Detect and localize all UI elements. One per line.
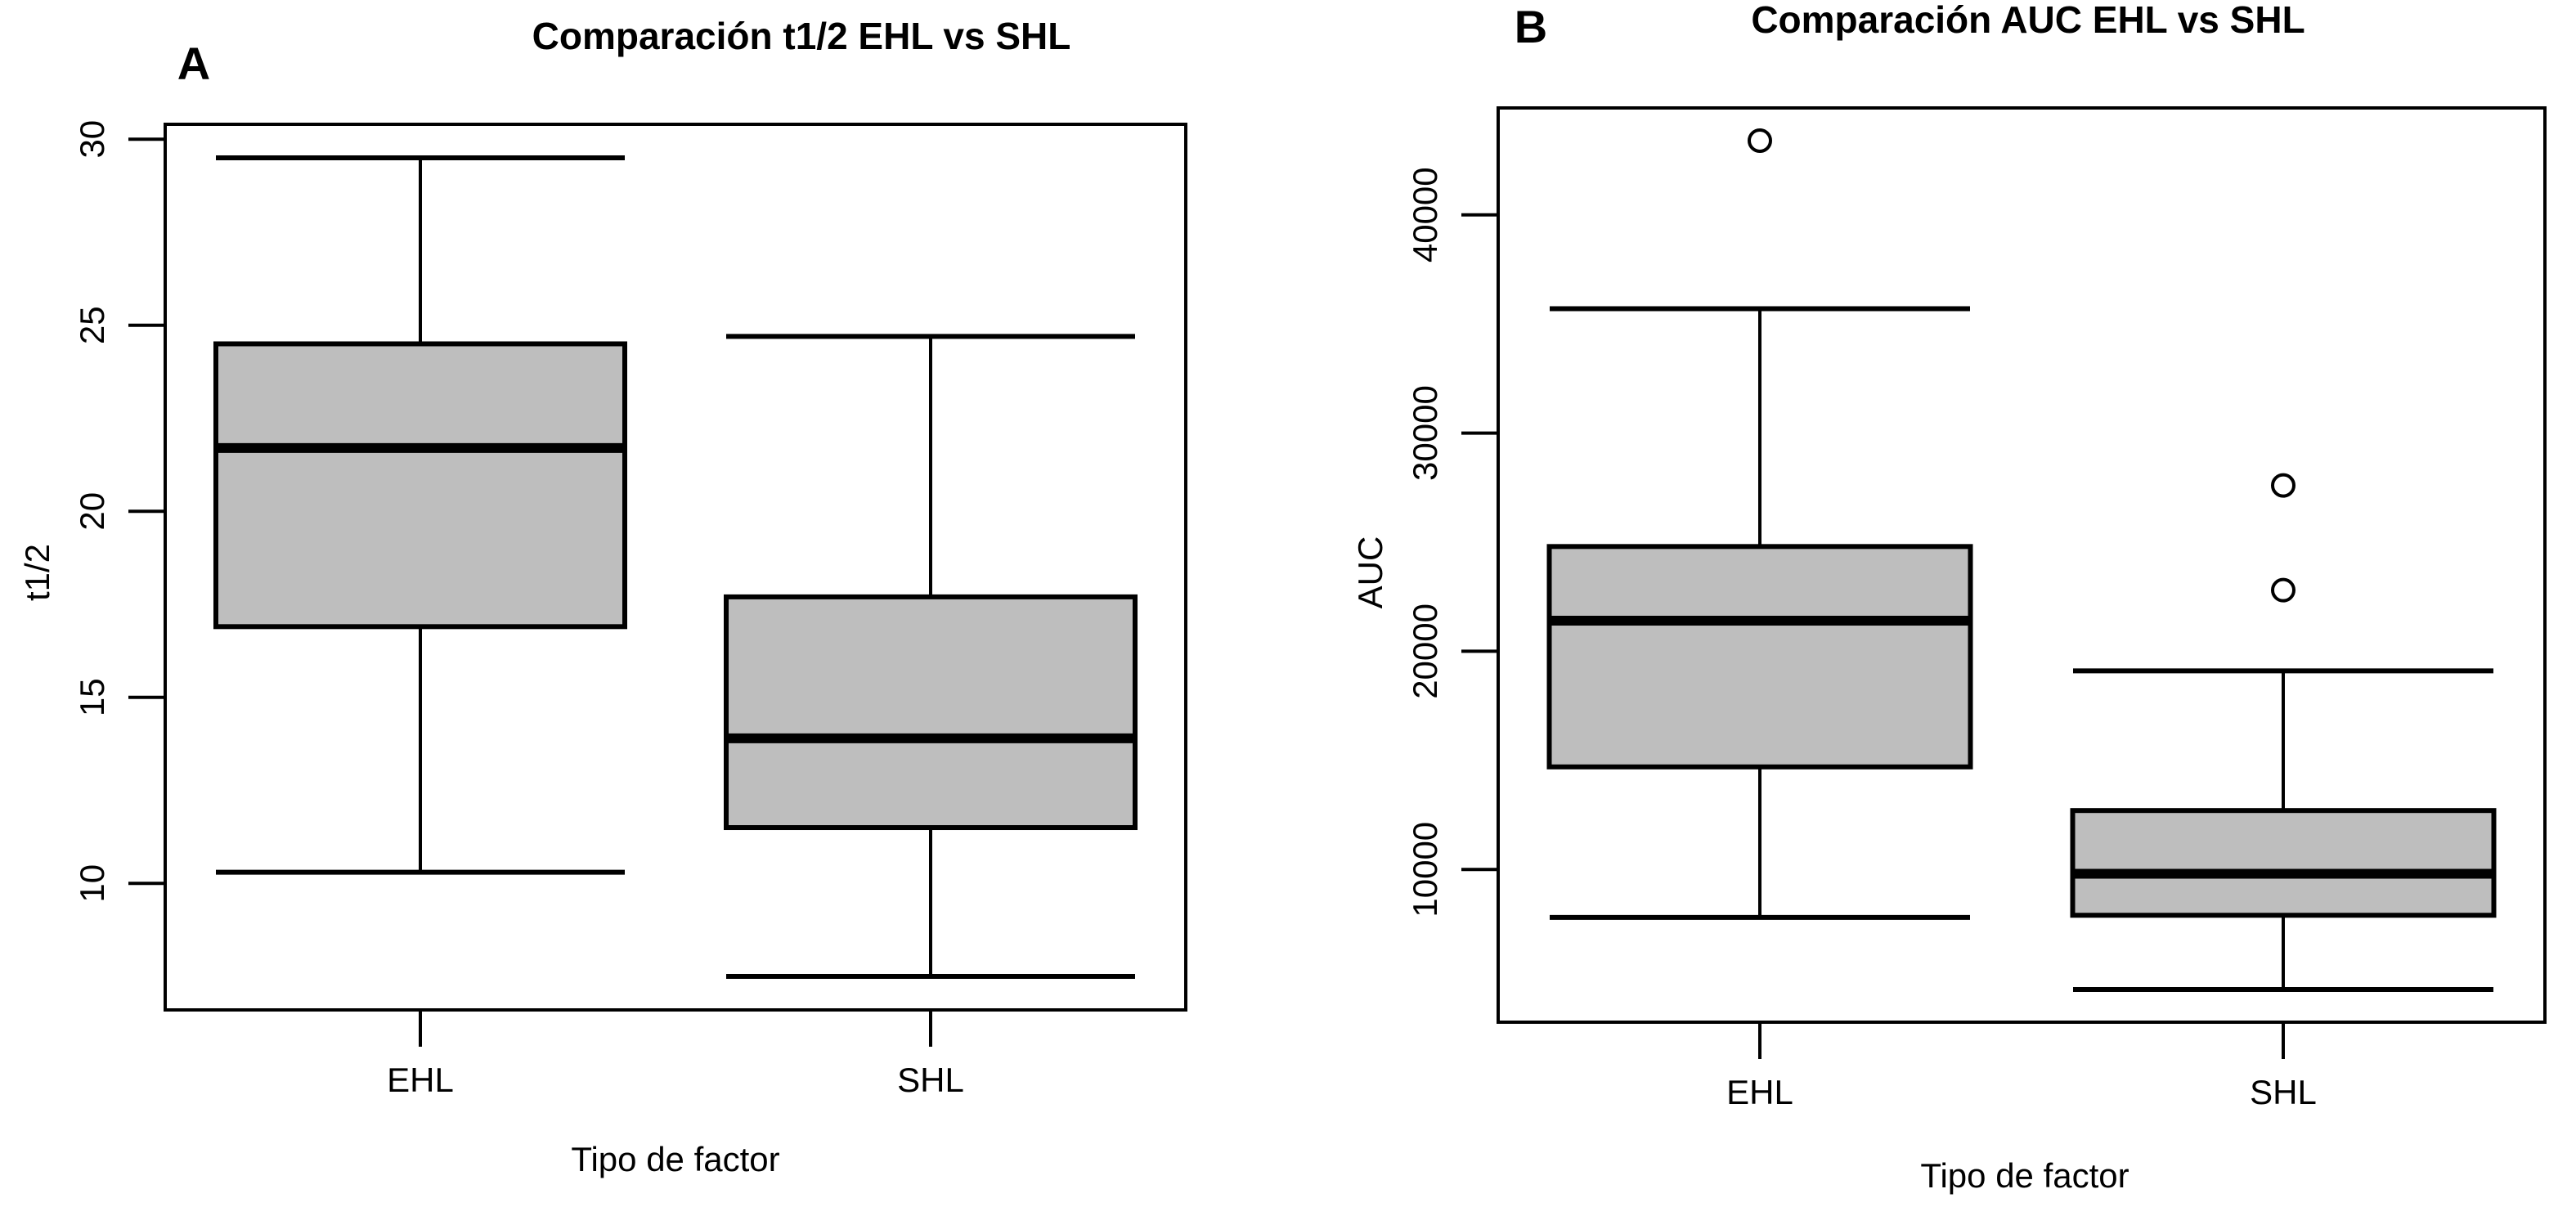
y-tick-label: 20000 xyxy=(1406,604,1444,699)
y-tick-label: 15 xyxy=(73,678,111,716)
panel-a: A Comparación t1/2 EHL vs SHL t1/2 Tipo … xyxy=(18,15,1187,1178)
panel-b: B Comparación AUC EHL vs SHL AUC Tipo de… xyxy=(1351,0,2547,1195)
category-label: SHL xyxy=(2250,1073,2317,1111)
y-tick-label: 20 xyxy=(73,492,111,531)
panel-b-plot: 10000 20000 30000 40000 EHL SHL xyxy=(1406,106,2547,1111)
panel-b-letter: B xyxy=(1515,1,1547,52)
y-tick-label: 10 xyxy=(73,864,111,903)
outlier-point xyxy=(1748,128,1772,154)
outlier-point xyxy=(2271,473,2296,498)
panel-a-plot: 10 15 20 25 30 EHL SHL xyxy=(73,120,1187,1099)
plot-border xyxy=(164,123,1187,1012)
panel-b-title: Comparación AUC EHL vs SHL xyxy=(1751,0,2304,41)
category-label: EHL xyxy=(387,1061,454,1099)
category-label: SHL xyxy=(897,1061,964,1099)
y-tick-label: 10000 xyxy=(1406,822,1444,918)
panel-a-letter: A xyxy=(177,38,210,89)
panel-b-xlabel: Tipo de factor xyxy=(1920,1156,2129,1195)
panel-b-ylabel: AUC xyxy=(1351,536,1389,609)
iqr-box xyxy=(213,341,627,630)
outlier-point xyxy=(2271,577,2296,603)
panel-a-ylabel: t1/2 xyxy=(18,544,56,601)
panel-a-title: Comparación t1/2 EHL vs SHL xyxy=(532,15,1071,57)
y-tick-label: 30000 xyxy=(1406,385,1444,481)
y-tick-label: 40000 xyxy=(1406,167,1444,262)
iqr-box xyxy=(2070,808,2497,918)
plot-border xyxy=(1497,106,2547,1024)
iqr-box xyxy=(1546,544,1973,770)
iqr-box xyxy=(724,594,1138,831)
category-label: EHL xyxy=(1726,1073,1793,1111)
panel-a-xlabel: Tipo de factor xyxy=(571,1140,779,1178)
y-tick-label: 25 xyxy=(73,306,111,344)
y-tick-label: 30 xyxy=(73,120,111,159)
